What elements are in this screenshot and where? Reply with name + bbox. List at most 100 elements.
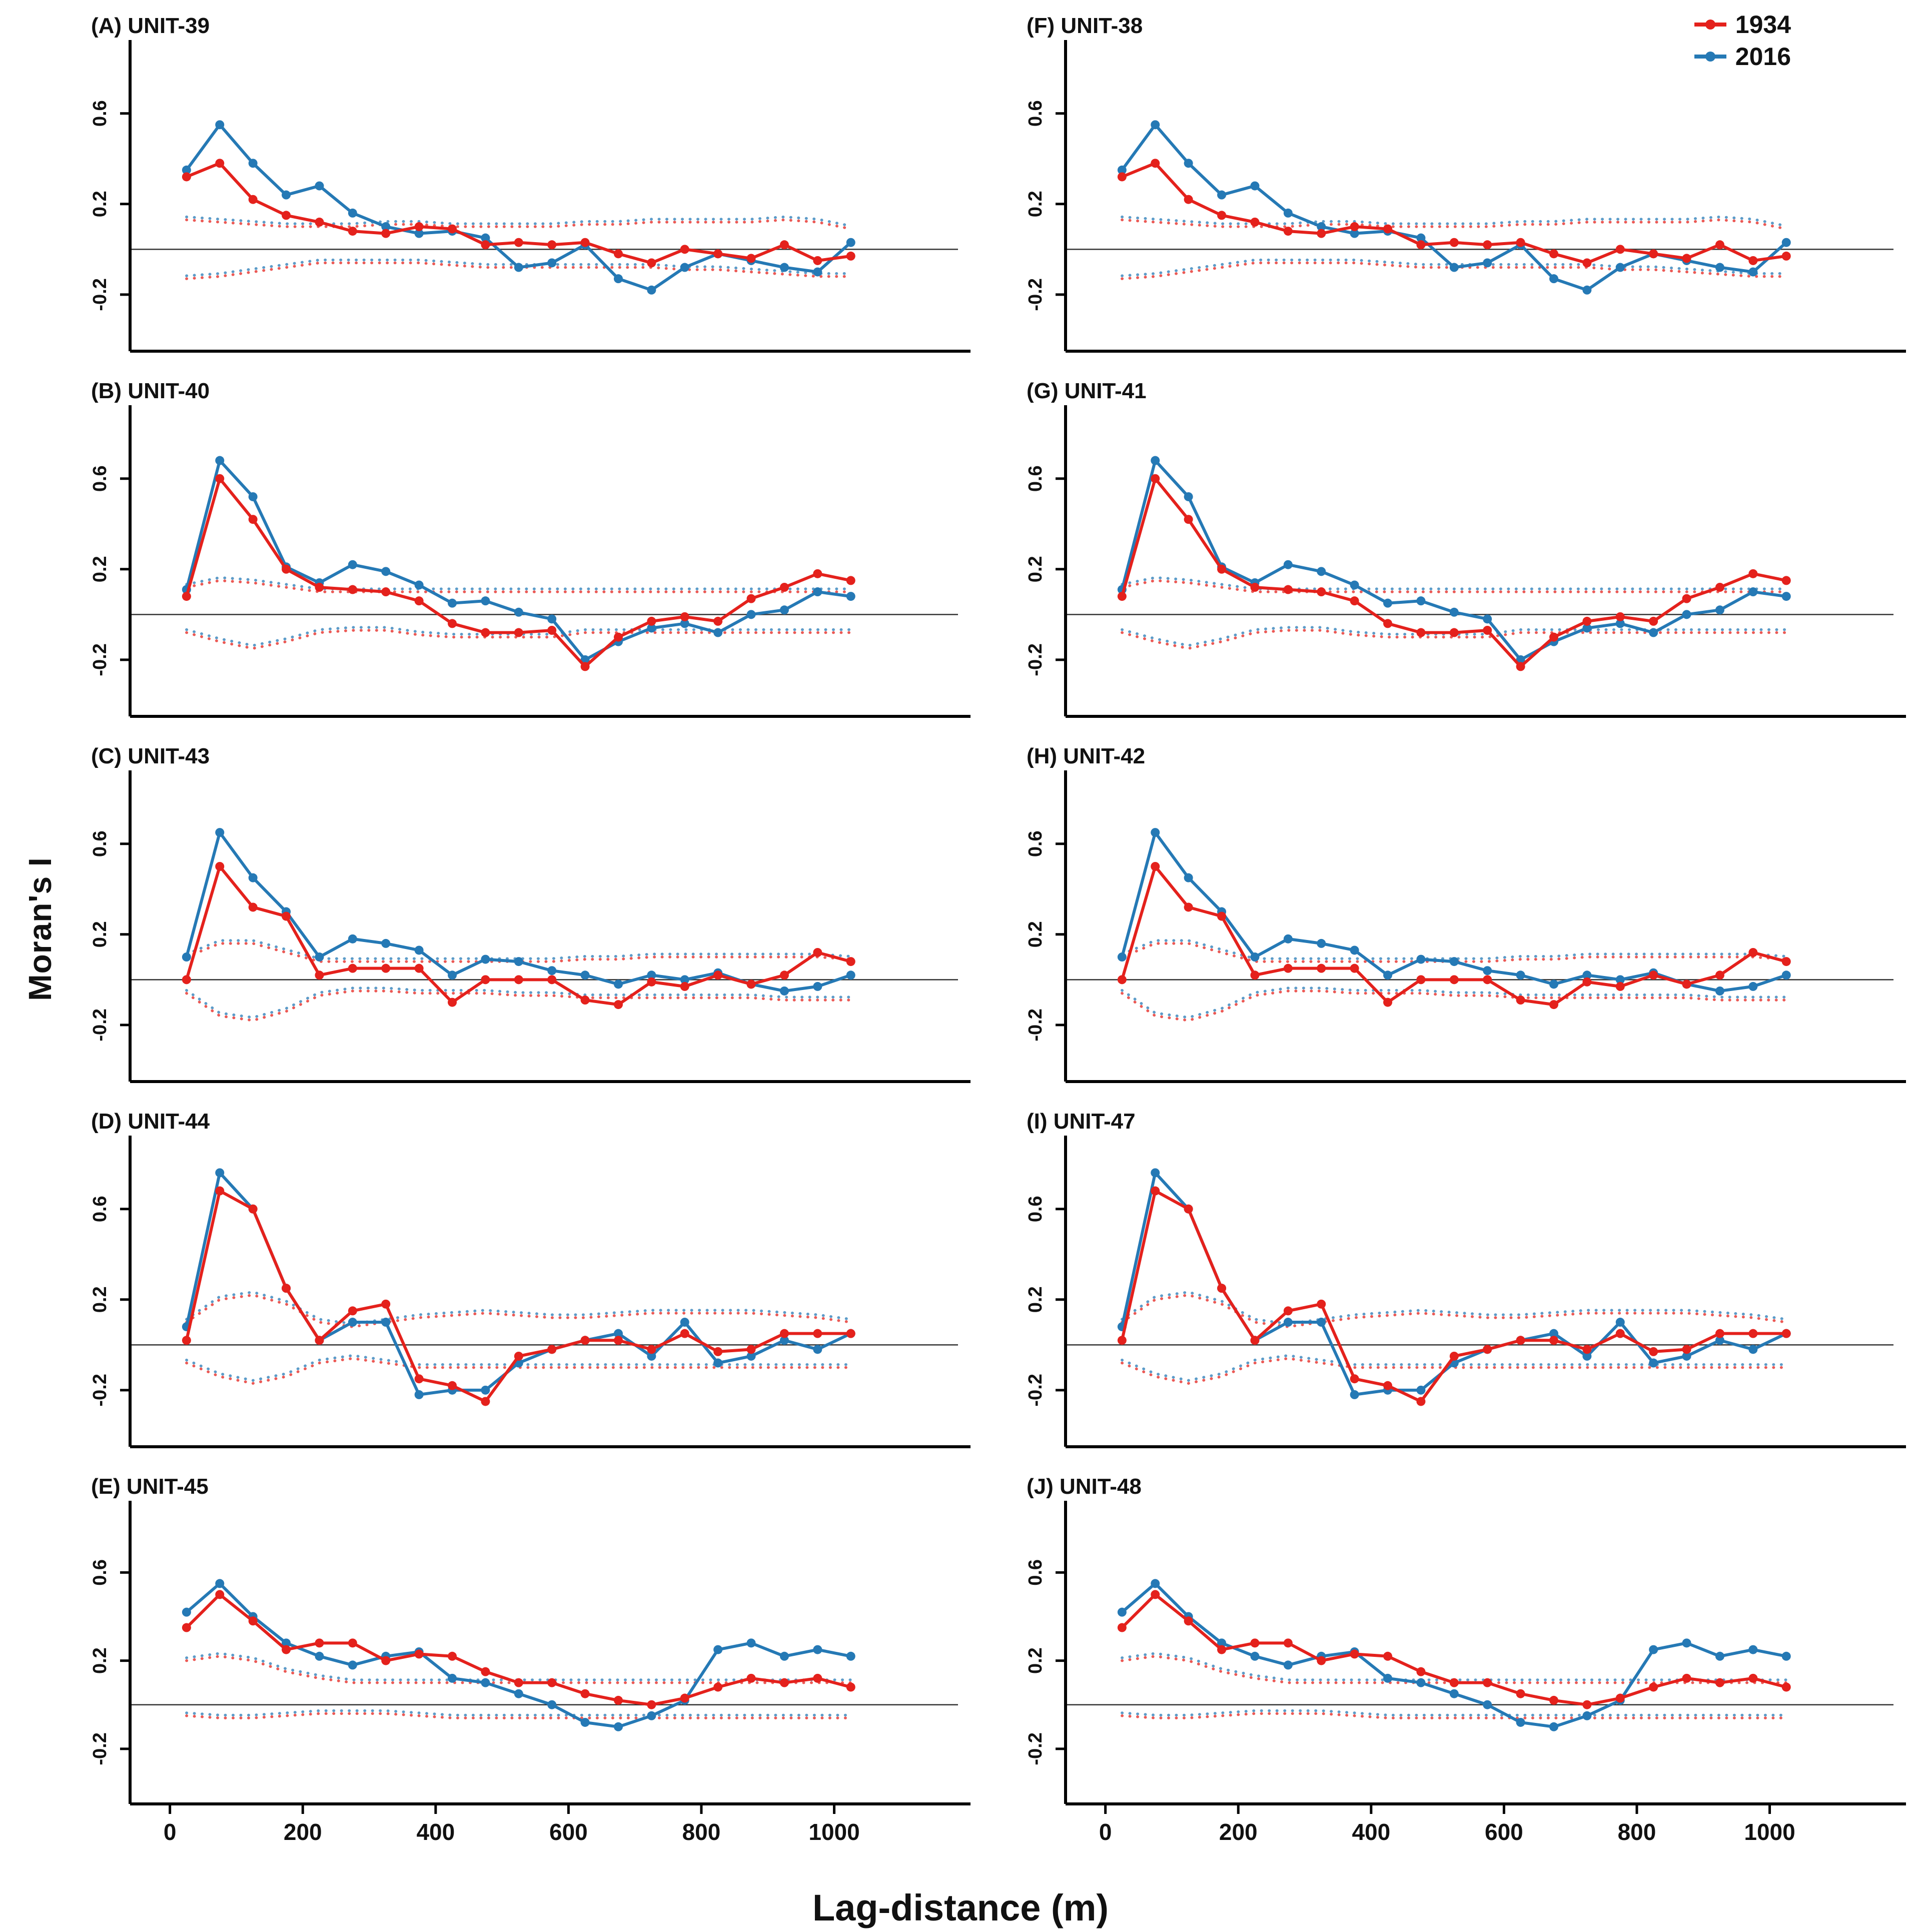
series-1934-point — [1682, 1345, 1691, 1354]
x-tick-label: 800 — [1618, 1819, 1656, 1845]
series-1934-point — [348, 963, 357, 973]
series-2016-point — [1483, 966, 1492, 976]
series-2016-point — [1582, 285, 1592, 295]
series-1934-point — [680, 982, 689, 991]
series-1934-point — [1350, 596, 1359, 606]
y-tick-label: 0.2 — [90, 1647, 111, 1674]
series-2016-point — [746, 1638, 756, 1648]
series-2016-point — [215, 456, 225, 465]
envelope-lower-2016 — [1121, 1709, 1788, 1717]
y-tick-label: 0.6 — [90, 465, 111, 492]
y-tick-label: 0.6 — [90, 100, 111, 127]
envelope-lower-1934 — [1121, 1712, 1788, 1719]
series-1934-point — [414, 222, 424, 232]
legend-item-2016: 2016 — [1692, 42, 1791, 71]
x-tick-label: 400 — [1352, 1819, 1390, 1845]
series-1934-point — [1117, 1623, 1127, 1632]
series-1934-point — [248, 1204, 258, 1214]
series-1934-point — [1383, 619, 1393, 628]
envelope-upper-2016 — [1121, 1291, 1788, 1325]
series-2016-point — [1217, 1638, 1227, 1648]
series-2016-point — [1350, 945, 1359, 955]
series-1934-line — [185, 1189, 851, 1403]
series-2016-point — [1416, 596, 1426, 606]
series-1934-point — [1715, 971, 1724, 980]
y-tick-label: 0.2 — [90, 556, 111, 582]
series-1934-point — [248, 195, 258, 204]
series-2016-point — [348, 934, 357, 943]
series-2016-point — [1649, 1645, 1658, 1654]
series-1934-point — [1682, 254, 1691, 263]
series-2016-point — [1283, 1660, 1293, 1670]
envelope-upper-1934 — [1121, 1293, 1788, 1328]
series-1934-point — [1283, 227, 1293, 236]
panel-title: (E) UNIT-45 — [91, 1474, 209, 1499]
series-1934-point — [1715, 1678, 1724, 1687]
envelope-lower-1934 — [1121, 990, 1788, 1022]
series-2016-point — [613, 1329, 623, 1338]
series-1934-point — [713, 249, 723, 259]
series-2016-point — [448, 971, 457, 980]
envelope-upper-1934 — [1121, 579, 1788, 593]
series-1934-point — [182, 1623, 191, 1632]
series-1934-point — [713, 616, 723, 626]
series-1934-point — [514, 1351, 523, 1361]
series-1934-point — [348, 1306, 357, 1316]
series-1934-point — [1383, 1651, 1393, 1661]
series-1934-point — [1781, 957, 1791, 967]
series-1934-point — [1483, 1678, 1492, 1687]
series-1934-point — [647, 616, 656, 626]
series-1934-point — [1483, 240, 1492, 250]
series-1934-point — [1184, 1204, 1193, 1214]
series-2016-point — [215, 1579, 225, 1588]
series-1934-point — [1383, 1381, 1393, 1390]
series-1934-point — [779, 583, 789, 592]
series-1934-point — [215, 862, 225, 871]
series-2016-point — [580, 971, 590, 980]
series-1934-point — [779, 1329, 789, 1338]
series-1934-point — [1317, 587, 1326, 597]
series-2016-point — [1449, 957, 1459, 967]
legend-label-1934: 1934 — [1735, 11, 1791, 39]
series-1934-point — [448, 998, 457, 1007]
series-1934-point — [414, 596, 424, 606]
series-2016-point — [414, 1390, 424, 1399]
series-1934-point — [1549, 1336, 1558, 1345]
series-2016-point — [1317, 1318, 1326, 1327]
series-2016-point — [1317, 567, 1326, 576]
series-2016-point — [1283, 560, 1293, 569]
series-2016-point — [182, 952, 191, 962]
series-1934-point — [547, 626, 557, 635]
series-2016-point — [1250, 181, 1260, 191]
series-2016-point — [547, 614, 557, 624]
series-1934-point — [1748, 1673, 1758, 1683]
series-1934-point — [647, 1345, 656, 1354]
series-2016-point — [547, 258, 557, 268]
series-2016-point — [1117, 952, 1127, 962]
x-tick-label: 600 — [1485, 1819, 1523, 1845]
series-2016-point — [315, 1651, 324, 1661]
series-2016-point — [1383, 971, 1393, 980]
series-1934-point — [182, 592, 191, 601]
y-tick-label: 0.2 — [1025, 191, 1046, 217]
series-1934-point — [514, 975, 523, 985]
x-tick-label: 600 — [549, 1819, 588, 1845]
y-tick-label: 0.2 — [1025, 1647, 1046, 1674]
series-1934 — [1117, 1186, 1791, 1406]
series-1934-point — [746, 254, 756, 263]
panel-title: (A) UNIT-39 — [91, 14, 210, 38]
series-2016-point — [1416, 954, 1426, 964]
panel-G: (G) UNIT-41 -0.2 0.2 0.6 — [1025, 379, 1906, 718]
series-1934-point — [647, 977, 656, 987]
series-1934-point — [514, 238, 523, 247]
series-2016-point — [1516, 1717, 1525, 1727]
series-1934-point — [547, 1345, 557, 1354]
series-2016-point — [1250, 1651, 1260, 1661]
series-1934-point — [713, 971, 723, 980]
series-1934-point — [381, 229, 391, 238]
series-1934-point — [813, 1329, 822, 1338]
series-1934-point — [1781, 251, 1791, 261]
series-2016-point — [1151, 456, 1160, 465]
series-2016-point — [1682, 610, 1691, 619]
series-2016-point — [1781, 971, 1791, 980]
